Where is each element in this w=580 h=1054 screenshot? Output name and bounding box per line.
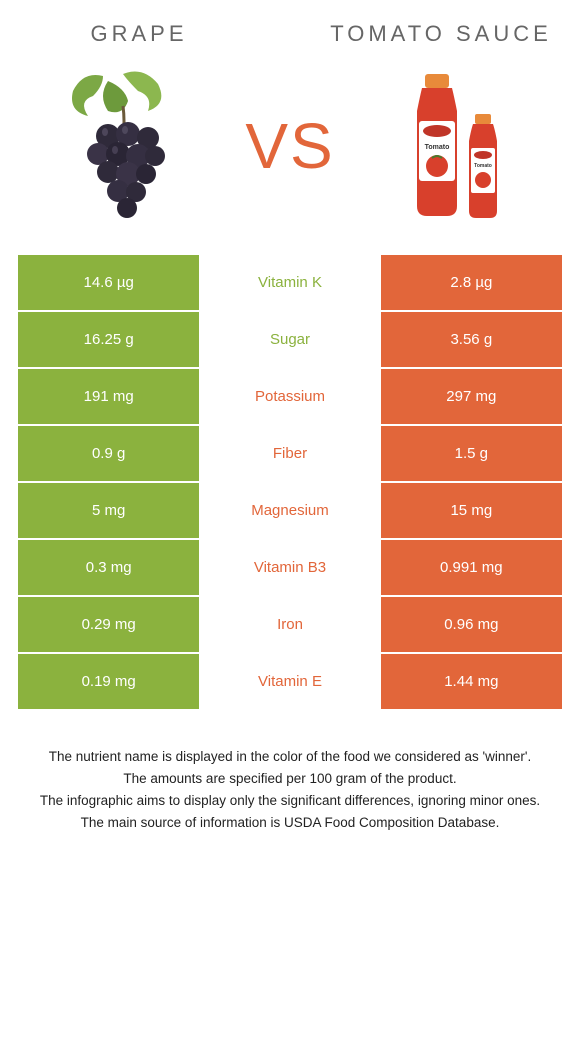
nutrient-label: Magnesium [199, 483, 380, 538]
footer-notes: The nutrient name is displayed in the co… [18, 747, 562, 834]
nutrient-row: 0.9 gFiber1.5 g [18, 426, 562, 481]
nutrient-label: Vitamin K [199, 255, 380, 310]
images-row: VS Tomato Tomato [18, 61, 562, 231]
right-value: 2.8 µg [381, 255, 562, 310]
nutrient-label: Fiber [199, 426, 380, 481]
left-value: 5 mg [18, 483, 199, 538]
right-value: 0.96 mg [381, 597, 562, 652]
nutrient-label: Vitamin B3 [199, 540, 380, 595]
right-value: 1.44 mg [381, 654, 562, 709]
right-value: 15 mg [381, 483, 562, 538]
nutrient-label: Iron [199, 597, 380, 652]
svg-text:Tomato: Tomato [425, 144, 450, 151]
nutrient-row: 191 mgPotassium297 mg [18, 369, 562, 424]
nutrient-row: 5 mgMagnesium15 mg [18, 483, 562, 538]
header-row: GRAPE TOMATO SAUCE [18, 20, 562, 49]
right-food-title: TOMATO SAUCE [320, 20, 562, 49]
nutrient-label: Vitamin E [199, 654, 380, 709]
nutrient-row: 0.19 mgVitamin E1.44 mg [18, 654, 562, 709]
vs-label: VS [237, 109, 342, 183]
footer-line: The nutrient name is displayed in the co… [22, 747, 558, 767]
tomato-sauce-image: Tomato Tomato [343, 61, 562, 231]
left-food-title: GRAPE [18, 21, 260, 47]
nutrient-label: Sugar [199, 312, 380, 367]
left-value: 191 mg [18, 369, 199, 424]
svg-text:Tomato: Tomato [475, 163, 493, 169]
nutrient-row: 16.25 gSugar3.56 g [18, 312, 562, 367]
nutrient-table: 14.6 µgVitamin K2.8 µg16.25 gSugar3.56 g… [18, 255, 562, 709]
left-value: 0.19 mg [18, 654, 199, 709]
grape-image [18, 61, 237, 231]
nutrient-row: 0.29 mgIron0.96 mg [18, 597, 562, 652]
footer-line: The amounts are specified per 100 gram o… [22, 769, 558, 789]
nutrient-label: Potassium [199, 369, 380, 424]
right-value: 3.56 g [381, 312, 562, 367]
right-value: 0.991 mg [381, 540, 562, 595]
nutrient-row: 14.6 µgVitamin K2.8 µg [18, 255, 562, 310]
left-value: 14.6 µg [18, 255, 199, 310]
footer-line: The main source of information is USDA F… [22, 813, 558, 833]
footer-line: The infographic aims to display only the… [22, 791, 558, 811]
left-value: 0.3 mg [18, 540, 199, 595]
infographic-container: GRAPE TOMATO SAUCE [0, 0, 580, 856]
left-value: 16.25 g [18, 312, 199, 367]
left-value: 0.9 g [18, 426, 199, 481]
left-value: 0.29 mg [18, 597, 199, 652]
right-value: 1.5 g [381, 426, 562, 481]
right-value: 297 mg [381, 369, 562, 424]
nutrient-row: 0.3 mgVitamin B30.991 mg [18, 540, 562, 595]
